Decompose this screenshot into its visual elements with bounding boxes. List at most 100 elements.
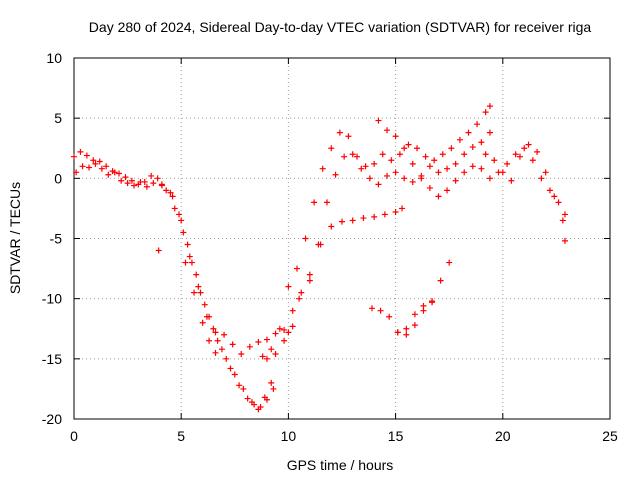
series-lower-arc bbox=[369, 259, 453, 336]
data-point bbox=[446, 259, 453, 266]
data-point bbox=[392, 133, 399, 140]
data-point bbox=[465, 129, 472, 136]
data-point bbox=[201, 301, 208, 308]
series-post-dip bbox=[394, 299, 436, 338]
data-point bbox=[339, 218, 345, 225]
data-point bbox=[452, 177, 459, 184]
data-point bbox=[203, 313, 210, 320]
y-tick-label: -5 bbox=[50, 231, 63, 247]
data-point bbox=[306, 271, 313, 278]
series-late-cluster-b bbox=[482, 141, 568, 244]
data-point bbox=[336, 129, 343, 136]
data-point bbox=[555, 199, 562, 206]
data-point bbox=[131, 182, 138, 189]
series-dip-b bbox=[163, 187, 275, 413]
data-point bbox=[154, 175, 161, 182]
data-point bbox=[409, 178, 416, 185]
data-point bbox=[461, 169, 468, 176]
y-tick-label: -20 bbox=[42, 411, 62, 427]
data-point bbox=[349, 217, 356, 224]
data-point bbox=[403, 325, 410, 332]
data-point bbox=[371, 213, 378, 220]
data-point bbox=[360, 215, 367, 222]
data-point bbox=[499, 169, 506, 176]
data-point bbox=[221, 331, 228, 338]
data-point bbox=[158, 181, 165, 188]
series-dip-d bbox=[182, 259, 219, 356]
data-point bbox=[268, 379, 275, 386]
data-point bbox=[178, 217, 185, 224]
data-point bbox=[180, 229, 187, 236]
data-point bbox=[319, 165, 326, 172]
data-point bbox=[411, 322, 418, 329]
data-point bbox=[193, 271, 200, 278]
data-point bbox=[210, 325, 217, 332]
series-dip-a bbox=[158, 181, 277, 410]
data-points bbox=[71, 103, 568, 413]
x-tick-label: 10 bbox=[281, 428, 297, 444]
data-point bbox=[546, 187, 553, 194]
data-point bbox=[270, 385, 277, 392]
data-point bbox=[525, 141, 532, 148]
data-point bbox=[214, 337, 221, 344]
data-point bbox=[439, 151, 446, 158]
data-point bbox=[388, 157, 395, 164]
data-point bbox=[478, 165, 485, 172]
data-point bbox=[86, 164, 93, 171]
data-point bbox=[246, 343, 253, 350]
data-point bbox=[289, 307, 296, 314]
data-point bbox=[349, 151, 356, 158]
data-point bbox=[171, 205, 178, 212]
data-point bbox=[236, 382, 243, 389]
data-point bbox=[394, 329, 401, 336]
data-point bbox=[238, 351, 245, 358]
data-point bbox=[197, 289, 204, 296]
data-point bbox=[206, 337, 213, 344]
data-point bbox=[79, 163, 86, 170]
y-tick-label: 10 bbox=[46, 50, 62, 66]
data-point bbox=[103, 163, 110, 170]
data-point bbox=[469, 163, 476, 170]
data-point bbox=[521, 145, 528, 152]
data-point bbox=[426, 184, 433, 191]
data-point bbox=[263, 336, 270, 343]
data-point bbox=[240, 385, 247, 392]
data-point bbox=[272, 351, 279, 358]
data-point bbox=[437, 277, 444, 284]
data-point bbox=[150, 180, 157, 187]
series-isolated bbox=[155, 247, 162, 254]
data-point bbox=[504, 160, 511, 167]
data-point bbox=[508, 177, 515, 184]
data-point bbox=[306, 277, 313, 284]
data-point bbox=[298, 289, 305, 296]
x-tick-label: 5 bbox=[177, 428, 185, 444]
data-point bbox=[435, 193, 442, 200]
data-point bbox=[83, 152, 90, 159]
data-point bbox=[551, 193, 558, 200]
data-point bbox=[328, 223, 335, 230]
data-point bbox=[328, 145, 335, 152]
x-tick-label: 25 bbox=[602, 428, 618, 444]
data-point bbox=[420, 307, 427, 314]
data-point bbox=[231, 371, 238, 378]
data-point bbox=[426, 163, 433, 170]
data-point bbox=[261, 394, 268, 401]
data-point bbox=[542, 169, 549, 176]
data-point bbox=[396, 151, 403, 158]
data-point bbox=[90, 157, 97, 164]
y-tick-label: -15 bbox=[42, 351, 62, 367]
data-point bbox=[293, 265, 300, 272]
data-point bbox=[377, 307, 384, 314]
data-point bbox=[482, 109, 489, 116]
data-point bbox=[384, 127, 391, 134]
data-point bbox=[163, 187, 170, 194]
data-point bbox=[362, 163, 369, 170]
data-point bbox=[128, 177, 135, 184]
data-point bbox=[561, 237, 568, 244]
x-tick-label: 0 bbox=[70, 428, 78, 444]
data-point bbox=[188, 259, 195, 266]
y-tick-labels: -20 -15 -10 -5 0 5 10 bbox=[42, 50, 62, 427]
data-point bbox=[169, 193, 176, 200]
data-point bbox=[285, 329, 292, 336]
data-point bbox=[296, 295, 303, 302]
